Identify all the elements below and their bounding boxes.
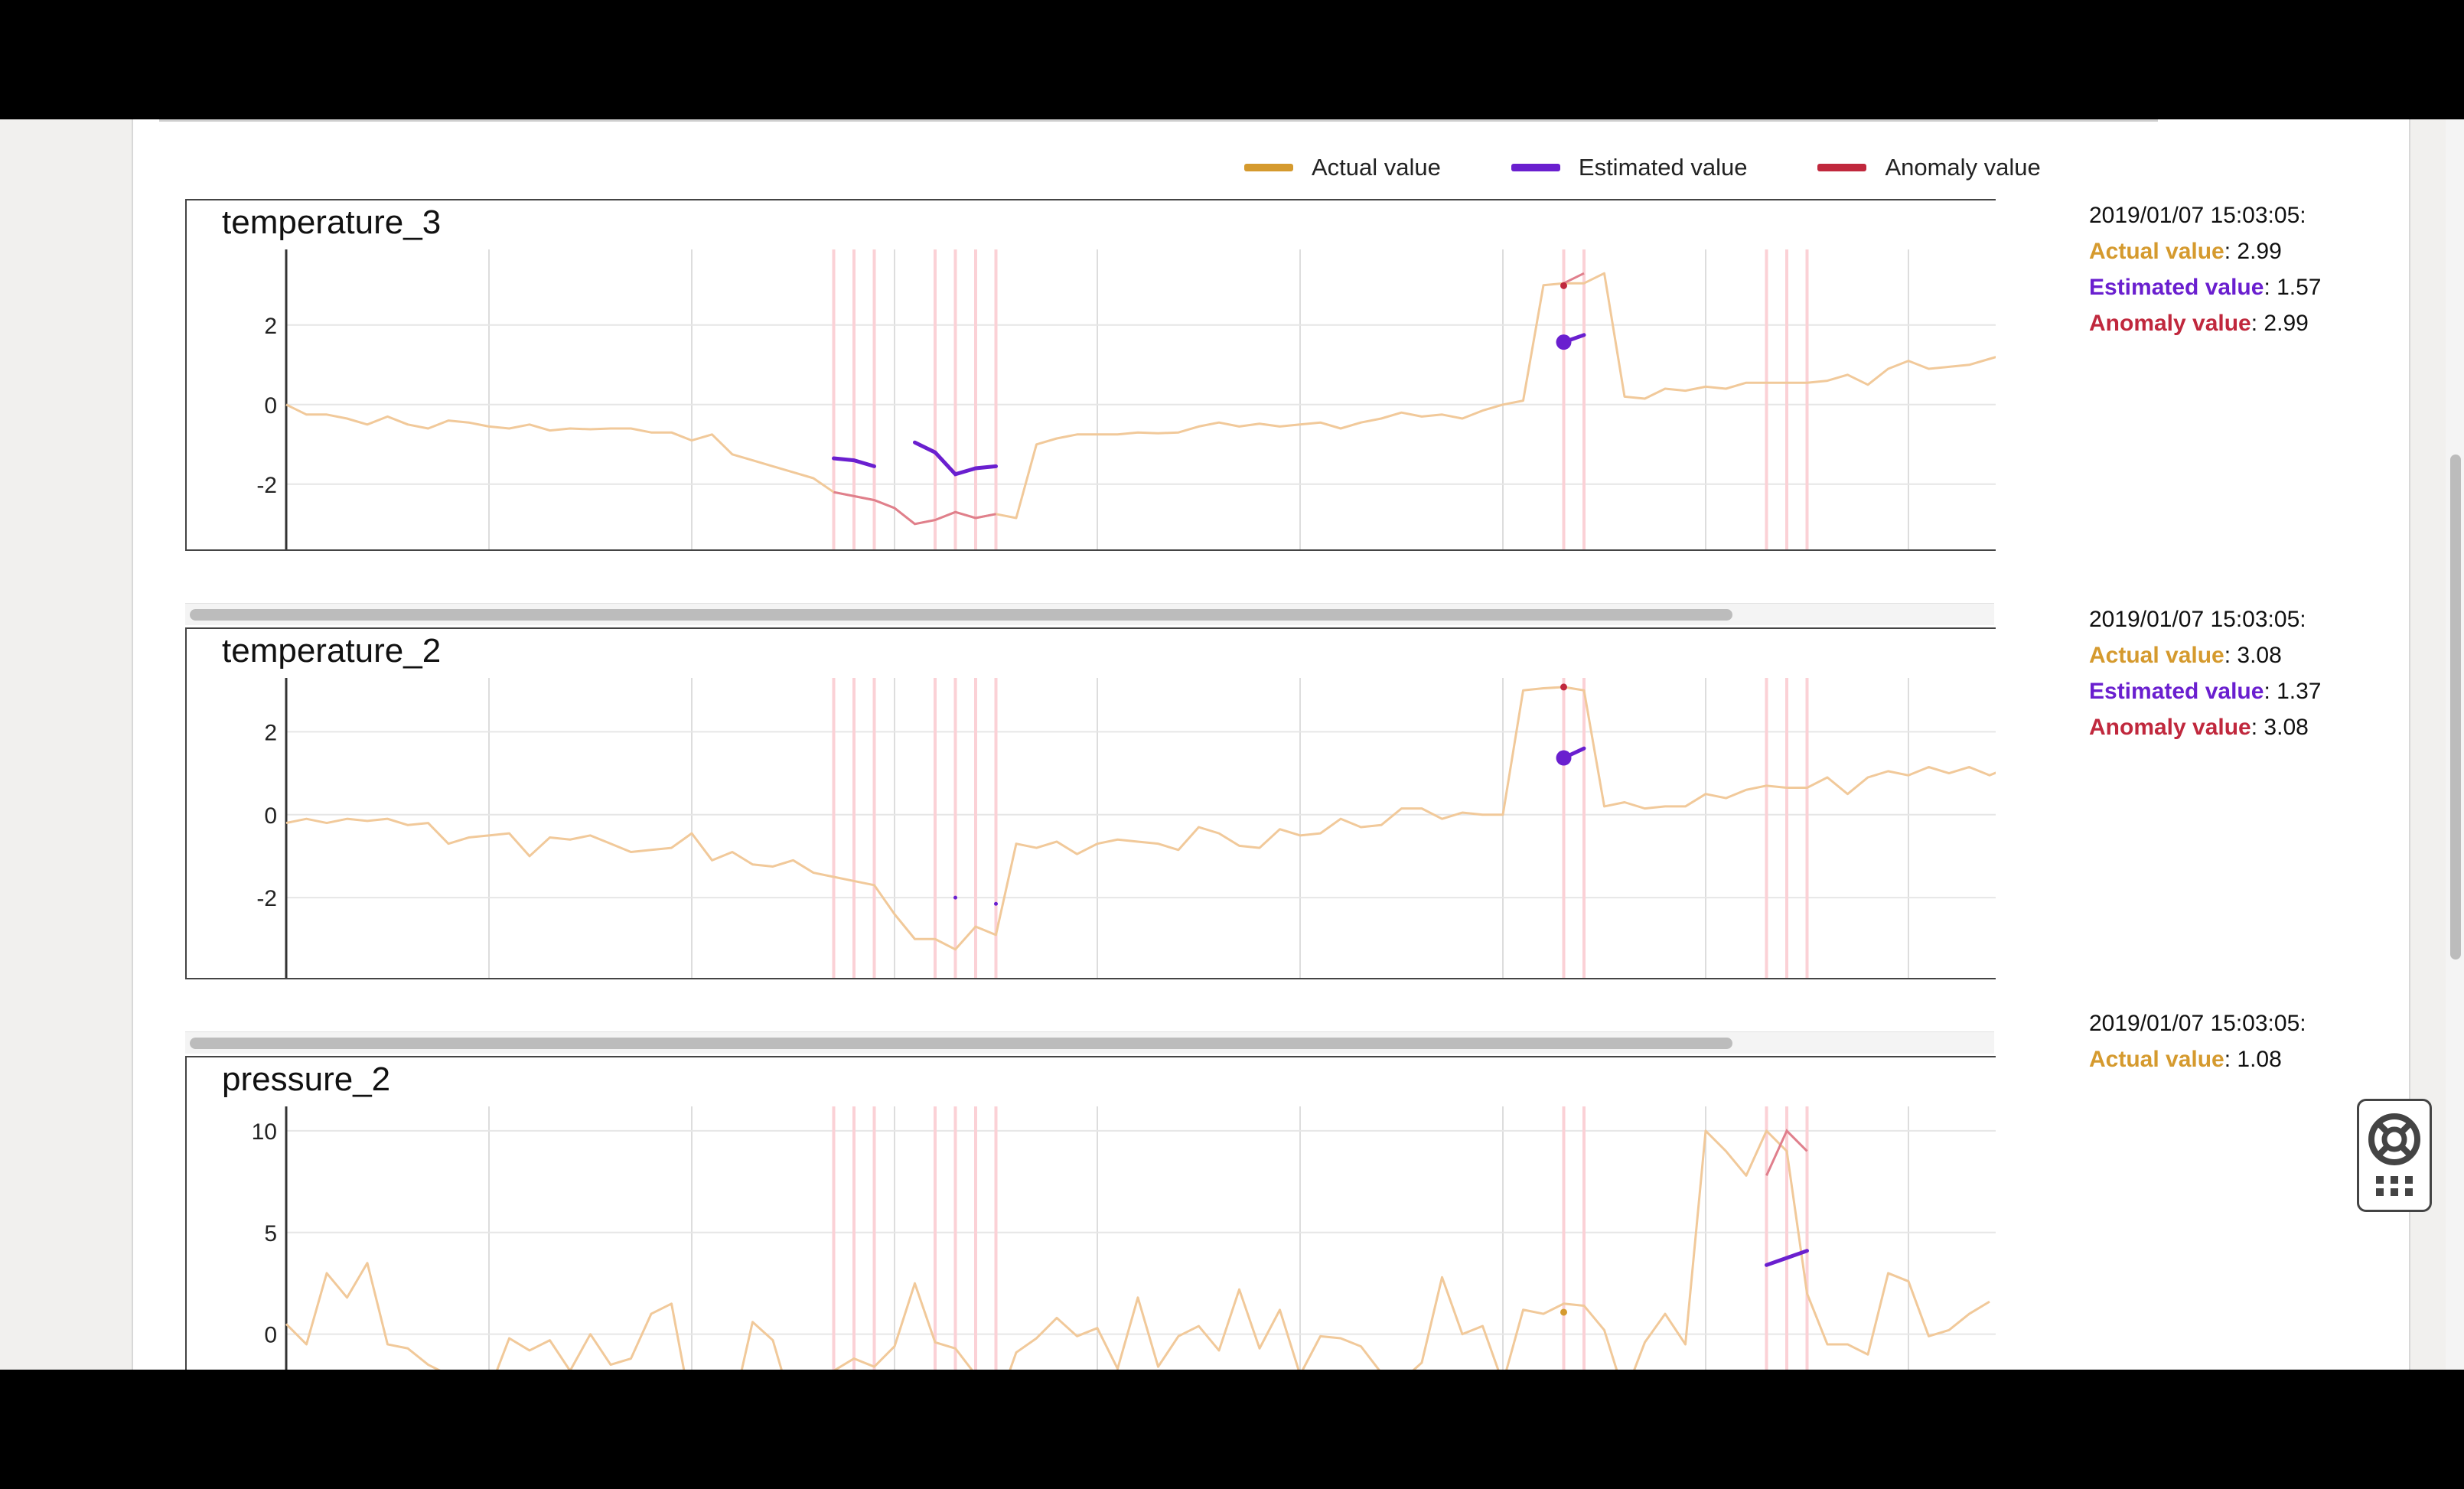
anomaly-hover-marker bbox=[1560, 683, 1567, 691]
readout-anomaly-value: : 3.08 bbox=[2251, 715, 2309, 740]
scrollbar-thumb[interactable] bbox=[190, 609, 1732, 621]
legend-anomaly[interactable]: Anomaly value bbox=[1817, 154, 2041, 181]
y-tick-label: -2 bbox=[256, 473, 277, 498]
app-viewport: Actual value Estimated value Anomaly val… bbox=[0, 119, 2464, 1370]
page-vertical-scrollbar[interactable] bbox=[2446, 119, 2464, 1370]
y-tick-label: 0 bbox=[264, 803, 277, 829]
readout-estimated-key: Estimated value bbox=[2089, 275, 2264, 300]
legend-actual-swatch bbox=[1244, 164, 1293, 171]
readout-actual-value: : 1.08 bbox=[2224, 1047, 2282, 1072]
lifebuoy-icon[interactable] bbox=[2368, 1113, 2420, 1165]
readout-actual-value: : 3.08 bbox=[2224, 643, 2282, 668]
legend-anomaly-label: Anomaly value bbox=[1885, 154, 2041, 181]
legend-estimated[interactable]: Estimated value bbox=[1511, 154, 1748, 181]
readout-actual-key: Actual value bbox=[2089, 643, 2224, 668]
y-tick-label: 0 bbox=[264, 1323, 277, 1348]
scrollbar-thumb[interactable] bbox=[190, 1038, 1732, 1049]
chart-value-readout: 2019/01/07 15:03:05: Actual value: 2.99 … bbox=[2089, 197, 2322, 341]
readout-actual-value: : 2.99 bbox=[2224, 239, 2282, 264]
y-tick-label: 2 bbox=[264, 314, 277, 339]
chart-horizontal-scrollbar[interactable] bbox=[185, 1031, 1994, 1054]
estimated-value-point bbox=[994, 901, 998, 906]
estimated-value-line bbox=[1765, 1249, 1809, 1267]
actual-value-line bbox=[285, 1129, 1990, 1370]
legend-anomaly-swatch bbox=[1817, 164, 1867, 171]
readout-estimated-value: : 1.37 bbox=[2264, 679, 2322, 704]
estimated-hover-marker bbox=[1556, 334, 1572, 350]
readout-anomaly-key: Anomaly value bbox=[2089, 715, 2251, 740]
actual-value-line bbox=[285, 686, 1996, 951]
legend-actual[interactable]: Actual value bbox=[1244, 154, 1441, 181]
grid-dots-icon[interactable] bbox=[2376, 1176, 2413, 1196]
chart-pressure-2[interactable]: 0 5 10 pressure_2 bbox=[185, 1056, 1996, 1370]
legend-estimated-label: Estimated value bbox=[1578, 154, 1748, 181]
chart-legend: Actual value Estimated value Anomaly val… bbox=[1244, 148, 2111, 187]
chart-plot: 0 5 10 bbox=[252, 1106, 1996, 1370]
readout-actual-key: Actual value bbox=[2089, 239, 2224, 264]
chart-value-readout: 2019/01/07 15:03:05: Actual value: 1.08 bbox=[2089, 1005, 2306, 1077]
readout-estimated-key: Estimated value bbox=[2089, 679, 2264, 704]
readout-estimated-value: : 1.57 bbox=[2264, 275, 2322, 300]
anomaly-value-line bbox=[1563, 272, 1585, 285]
legend-estimated-swatch bbox=[1511, 164, 1560, 171]
readout-anomaly-key: Anomaly value bbox=[2089, 311, 2251, 336]
help-widget[interactable] bbox=[2357, 1099, 2432, 1212]
chart-temperature-2[interactable]: -2 0 2 temperature_2 bbox=[185, 627, 1996, 979]
y-tick-label: 5 bbox=[264, 1221, 277, 1246]
estimated-value-line bbox=[913, 440, 998, 477]
header-divider bbox=[159, 119, 2158, 122]
anomaly-value-line bbox=[1765, 1129, 1808, 1176]
readout-timestamp: 2019/01/07 15:03:05: bbox=[2089, 1011, 2306, 1036]
chart-title: temperature_3 bbox=[222, 204, 442, 241]
chart-plot: -2 0 2 bbox=[256, 249, 1996, 549]
readout-timestamp: 2019/01/07 15:03:05: bbox=[2089, 607, 2306, 632]
page-scrollbar-thumb[interactable] bbox=[2450, 455, 2461, 960]
chart-value-readout: 2019/01/07 15:03:05: Actual value: 3.08 … bbox=[2089, 601, 2322, 745]
y-tick-label: -2 bbox=[256, 886, 277, 911]
actual-hover-marker bbox=[1560, 1308, 1567, 1316]
anomaly-hover-marker bbox=[1560, 282, 1567, 289]
anomaly-value-line bbox=[833, 490, 996, 526]
chart-plot: -2 0 2 bbox=[256, 678, 1996, 978]
readout-timestamp: 2019/01/07 15:03:05: bbox=[2089, 203, 2306, 228]
actual-value-line bbox=[285, 272, 1996, 526]
readout-actual-key: Actual value bbox=[2089, 1047, 2224, 1072]
estimated-value-point bbox=[953, 895, 957, 900]
chart-title: temperature_2 bbox=[222, 632, 442, 670]
y-tick-label: 10 bbox=[252, 1119, 277, 1145]
y-tick-label: 0 bbox=[264, 393, 277, 419]
estimated-hover-marker bbox=[1556, 750, 1572, 766]
legend-actual-label: Actual value bbox=[1312, 154, 1441, 181]
readout-anomaly-value: : 2.99 bbox=[2251, 311, 2309, 336]
y-tick-label: 2 bbox=[264, 720, 277, 745]
estimated-value-line bbox=[832, 456, 876, 468]
chart-title: pressure_2 bbox=[222, 1061, 391, 1098]
chart-temperature-3[interactable]: -2 0 2 temperature_3 bbox=[185, 199, 1996, 551]
help-widget-graphics bbox=[2368, 1113, 2420, 1196]
chart-horizontal-scrollbar[interactable] bbox=[185, 603, 1994, 625]
